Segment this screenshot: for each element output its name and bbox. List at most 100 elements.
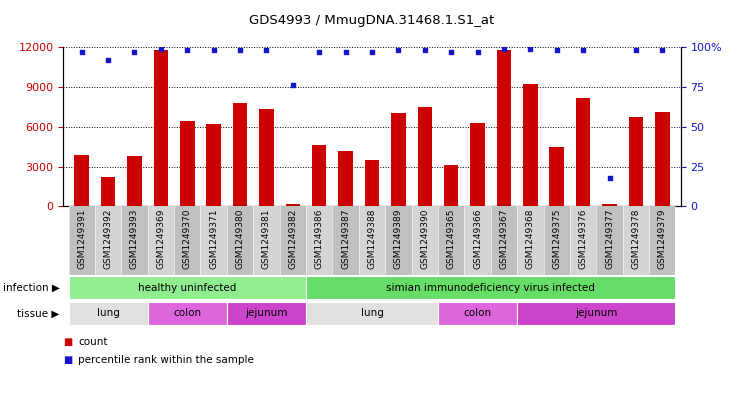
- Text: ■: ■: [63, 354, 72, 365]
- Point: [445, 49, 457, 55]
- Text: percentile rank within the sample: percentile rank within the sample: [78, 354, 254, 365]
- Text: tissue ▶: tissue ▶: [17, 309, 60, 318]
- Text: GSM1249379: GSM1249379: [658, 208, 667, 269]
- Bar: [550, 147, 564, 206]
- Text: colon: colon: [464, 309, 492, 318]
- Text: GSM1249367: GSM1249367: [499, 208, 508, 269]
- Point: [603, 174, 615, 181]
- Point: [76, 49, 88, 55]
- Bar: [444, 165, 458, 206]
- Bar: [602, 204, 617, 206]
- Point: [129, 49, 141, 55]
- Bar: [227, 206, 253, 275]
- Bar: [438, 302, 517, 325]
- Text: GSM1249376: GSM1249376: [579, 208, 588, 269]
- Bar: [259, 110, 274, 206]
- Point: [472, 49, 484, 55]
- Point: [208, 47, 219, 53]
- Text: GSM1249377: GSM1249377: [605, 208, 614, 269]
- Bar: [180, 121, 194, 206]
- Text: GSM1249393: GSM1249393: [130, 208, 139, 269]
- Bar: [491, 206, 517, 275]
- Bar: [517, 302, 676, 325]
- Text: GSM1249368: GSM1249368: [526, 208, 535, 269]
- Bar: [417, 107, 432, 206]
- Bar: [544, 206, 570, 275]
- Bar: [95, 206, 121, 275]
- Text: simian immunodeficiency virus infected: simian immunodeficiency virus infected: [386, 283, 595, 293]
- Bar: [121, 206, 148, 275]
- Point: [313, 49, 325, 55]
- Bar: [333, 206, 359, 275]
- Point: [498, 46, 510, 52]
- Bar: [200, 206, 227, 275]
- Text: GSM1249391: GSM1249391: [77, 208, 86, 269]
- Text: GSM1249371: GSM1249371: [209, 208, 218, 269]
- Text: infection ▶: infection ▶: [3, 283, 60, 293]
- Text: ■: ■: [63, 337, 72, 347]
- Bar: [280, 206, 306, 275]
- Text: GSM1249369: GSM1249369: [156, 208, 165, 269]
- Text: count: count: [78, 337, 108, 347]
- Bar: [365, 160, 379, 206]
- Bar: [438, 206, 464, 275]
- Point: [577, 47, 589, 53]
- Bar: [339, 151, 353, 206]
- Bar: [523, 84, 538, 206]
- Text: GSM1249365: GSM1249365: [446, 208, 455, 269]
- Text: GSM1249386: GSM1249386: [315, 208, 324, 269]
- Point: [340, 49, 352, 55]
- Point: [392, 47, 404, 53]
- Bar: [68, 206, 95, 275]
- Text: GDS4993 / MmugDNA.31468.1.S1_at: GDS4993 / MmugDNA.31468.1.S1_at: [249, 14, 495, 27]
- Text: GSM1249389: GSM1249389: [394, 208, 403, 269]
- Point: [419, 47, 431, 53]
- Bar: [411, 206, 438, 275]
- Text: GSM1249390: GSM1249390: [420, 208, 429, 269]
- Bar: [286, 204, 300, 206]
- Bar: [148, 206, 174, 275]
- Bar: [306, 302, 438, 325]
- Bar: [649, 206, 676, 275]
- Point: [182, 47, 193, 53]
- Bar: [576, 97, 591, 206]
- Bar: [253, 206, 280, 275]
- Bar: [174, 206, 200, 275]
- Bar: [596, 206, 623, 275]
- Text: GSM1249388: GSM1249388: [368, 208, 376, 269]
- Bar: [306, 276, 676, 299]
- Bar: [227, 302, 306, 325]
- Text: GSM1249392: GSM1249392: [103, 208, 112, 269]
- Point: [102, 57, 114, 63]
- Text: GSM1249370: GSM1249370: [183, 208, 192, 269]
- Bar: [233, 103, 247, 206]
- Text: GSM1249380: GSM1249380: [236, 208, 245, 269]
- Point: [525, 46, 536, 52]
- Bar: [153, 50, 168, 206]
- Text: lung: lung: [97, 309, 120, 318]
- Point: [155, 46, 167, 52]
- Bar: [312, 145, 327, 206]
- Bar: [74, 154, 89, 206]
- Bar: [464, 206, 491, 275]
- Point: [656, 47, 668, 53]
- Point: [260, 47, 272, 53]
- Bar: [470, 123, 485, 206]
- Text: jejunum: jejunum: [246, 309, 288, 318]
- Bar: [206, 124, 221, 206]
- Text: GSM1249366: GSM1249366: [473, 208, 482, 269]
- Bar: [68, 276, 306, 299]
- Bar: [517, 206, 544, 275]
- Bar: [101, 177, 115, 206]
- Bar: [497, 50, 511, 206]
- Bar: [68, 302, 148, 325]
- Text: GSM1249375: GSM1249375: [552, 208, 561, 269]
- Bar: [629, 118, 643, 206]
- Point: [551, 47, 562, 53]
- Bar: [655, 112, 670, 206]
- Bar: [385, 206, 411, 275]
- Text: jejunum: jejunum: [575, 309, 618, 318]
- Bar: [359, 206, 385, 275]
- Text: GSM1249387: GSM1249387: [341, 208, 350, 269]
- Text: colon: colon: [173, 309, 202, 318]
